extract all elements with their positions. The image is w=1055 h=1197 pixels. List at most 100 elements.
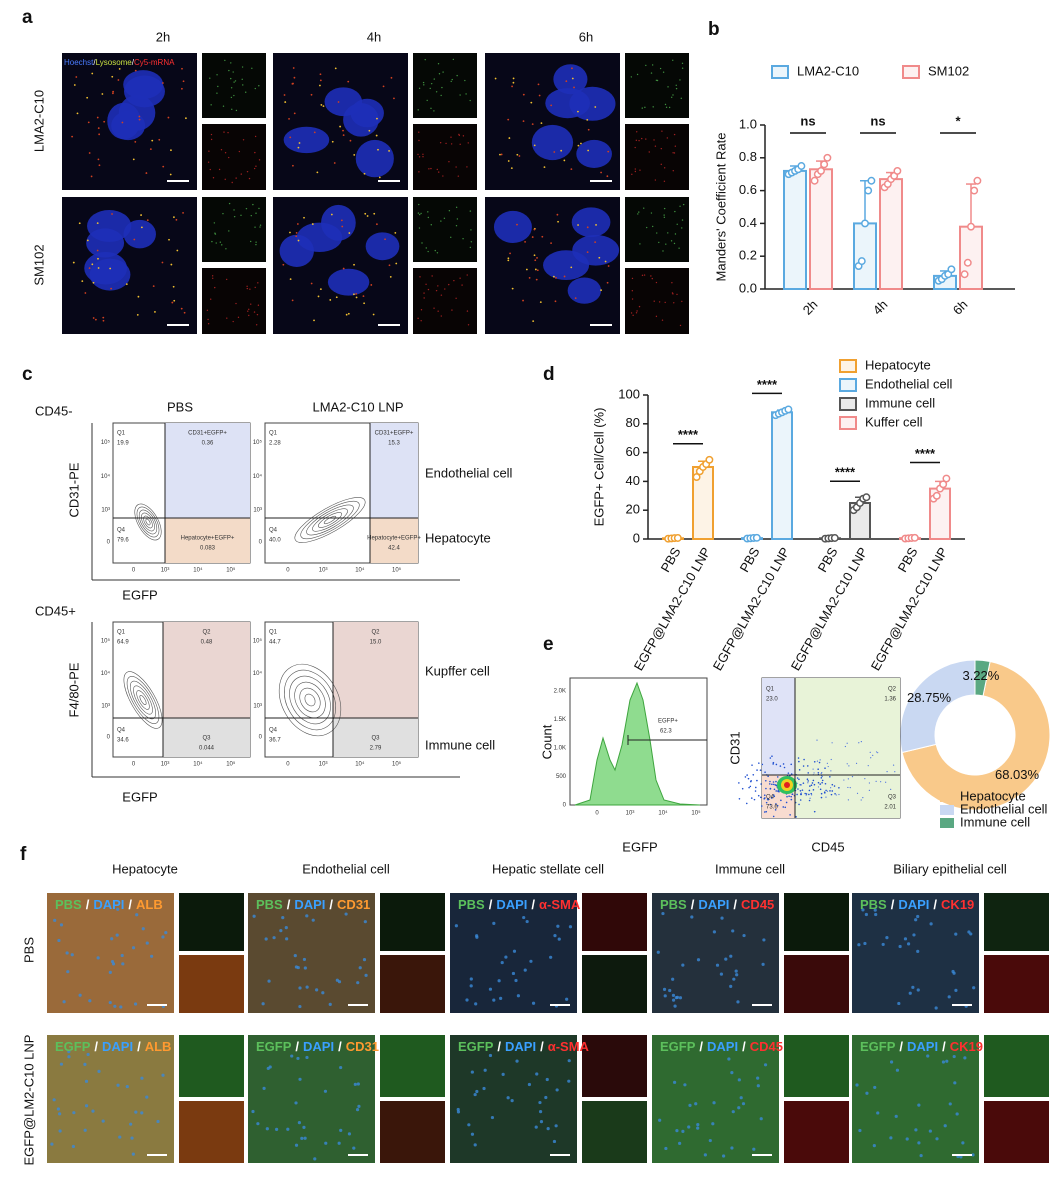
nucleus <box>467 1123 471 1127</box>
nucleus <box>311 918 315 922</box>
vesicle <box>134 141 137 143</box>
panel-label: a <box>22 7 33 28</box>
vesicle <box>334 67 337 70</box>
event <box>801 789 804 791</box>
vesicle <box>181 87 183 90</box>
channel-image <box>582 893 647 951</box>
event <box>802 782 805 784</box>
speck <box>212 177 215 179</box>
vesicle <box>96 116 99 119</box>
quadrant-name: Q3 <box>202 736 211 742</box>
vesicle <box>570 168 573 170</box>
stain-part: EGFP <box>458 1039 494 1054</box>
vesicle <box>587 128 590 131</box>
nucleus <box>324 1141 328 1145</box>
vesicle <box>534 259 537 262</box>
nucleus <box>475 934 479 938</box>
vesicle <box>600 171 602 174</box>
speck <box>217 85 219 88</box>
micrograph-red <box>625 268 689 334</box>
speck <box>636 131 638 133</box>
data-point <box>970 186 979 195</box>
speck <box>470 241 473 243</box>
nucleus <box>123 75 165 108</box>
vesicle <box>289 136 292 139</box>
speck <box>255 324 258 326</box>
speck <box>464 79 466 82</box>
speck <box>225 278 228 281</box>
vesicle <box>140 226 143 229</box>
quadrant-name: Q3 <box>371 736 380 742</box>
quadrant-name: Q1 <box>269 630 278 636</box>
vesicle <box>172 285 175 288</box>
y-tick-label: 10³ <box>253 703 262 709</box>
quadrant-value: 2.28 <box>269 441 281 447</box>
nucleus <box>358 966 362 970</box>
speck <box>418 131 420 133</box>
speck <box>232 320 234 323</box>
event <box>813 772 815 774</box>
speck <box>663 180 666 183</box>
vesicle <box>556 213 559 216</box>
event <box>825 796 827 798</box>
speck <box>638 211 640 213</box>
vesicle <box>341 225 344 228</box>
quadrant-name: Hepatocyte+EGFP+ <box>181 536 235 542</box>
vesicle <box>97 267 100 269</box>
speck <box>644 106 646 109</box>
channel-image <box>582 1101 647 1163</box>
micrograph-green <box>413 53 477 118</box>
vesicle <box>333 162 336 164</box>
event <box>760 783 762 785</box>
contour <box>300 500 360 540</box>
nucleus <box>928 1129 932 1133</box>
speck <box>242 139 245 141</box>
vesicle <box>96 249 99 252</box>
speck <box>450 236 452 239</box>
speck <box>653 139 655 141</box>
nucleus <box>941 1060 946 1064</box>
contour <box>289 675 331 725</box>
event <box>812 779 815 782</box>
nucleus <box>972 986 976 990</box>
speck <box>661 319 664 321</box>
speck <box>655 281 658 284</box>
nucleus <box>571 207 611 238</box>
nucleus <box>70 953 74 957</box>
speck <box>430 82 433 85</box>
vesicle <box>292 164 294 167</box>
speck <box>655 315 658 318</box>
event <box>813 760 816 763</box>
event <box>758 762 760 764</box>
nucleus <box>661 911 665 916</box>
y-tick-label: 500 <box>556 774 567 780</box>
nucleus <box>57 938 61 943</box>
event <box>824 792 826 794</box>
speck <box>631 290 634 292</box>
stain-part: PBS <box>860 897 887 912</box>
event <box>790 798 793 801</box>
y-axis-title: CD31-PE <box>66 462 81 517</box>
event <box>848 765 850 767</box>
event <box>862 797 864 799</box>
vesicle <box>298 142 301 144</box>
x-tick-label: 10⁴ <box>193 761 203 768</box>
nucleus <box>872 1144 876 1148</box>
nucleus <box>469 977 473 981</box>
event <box>765 787 767 790</box>
vesicle <box>297 239 300 242</box>
stain-part: EGFP <box>256 1039 292 1054</box>
speck <box>634 168 636 170</box>
row-label: SM102 <box>31 244 46 285</box>
event <box>826 762 828 764</box>
speck <box>634 146 636 149</box>
speck <box>641 274 644 277</box>
stain-part: ALB <box>145 1039 172 1054</box>
x-axis-title: EGFP <box>622 839 657 854</box>
event <box>756 769 758 771</box>
vesicle <box>151 139 154 142</box>
event <box>834 792 836 795</box>
speck <box>680 97 683 100</box>
nucleus <box>108 970 112 974</box>
condition-label: LMA2-C10 LNP <box>312 399 403 414</box>
